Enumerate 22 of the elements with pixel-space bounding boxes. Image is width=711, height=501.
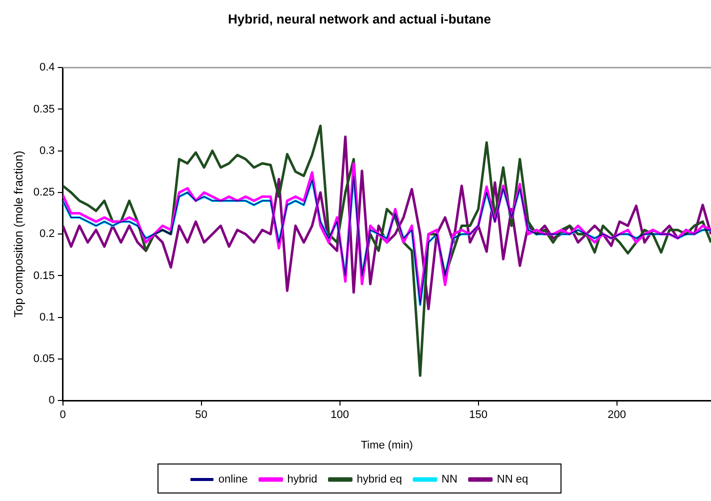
y-tick-label: 0 [48, 394, 55, 407]
y-tick-label: 0.05 [33, 353, 55, 366]
y-tick-label: 0.25 [33, 186, 55, 199]
y-tick-label: 0.35 [33, 103, 55, 116]
y-tick-label: 0.2 [40, 228, 55, 240]
legend-label: online [218, 474, 248, 486]
y-tick-label: 0.4 [40, 62, 55, 74]
y-tick-label: 0.1 [40, 311, 55, 324]
x-tick-label: 150 [469, 409, 488, 422]
x-tick-label: 200 [608, 409, 626, 422]
x-tick-label: 0 [60, 409, 66, 422]
legend-label: NN eq [496, 474, 528, 486]
chart-title: Hybrid, neural network and actual i-butane [228, 11, 491, 26]
legend-label: hybrid eq [356, 474, 402, 486]
legend-label: NN [442, 474, 458, 486]
y-tick-label: 0.15 [33, 270, 55, 282]
y-tick-label: 0.3 [40, 144, 55, 157]
x-tick-label: 50 [195, 409, 208, 422]
x-tick-label: 100 [330, 409, 349, 422]
y-axis-title: Top composition (mole fraction) [12, 150, 26, 318]
x-axis-title: Time (min) [360, 439, 413, 452]
legend-label: hybrid [287, 474, 318, 486]
